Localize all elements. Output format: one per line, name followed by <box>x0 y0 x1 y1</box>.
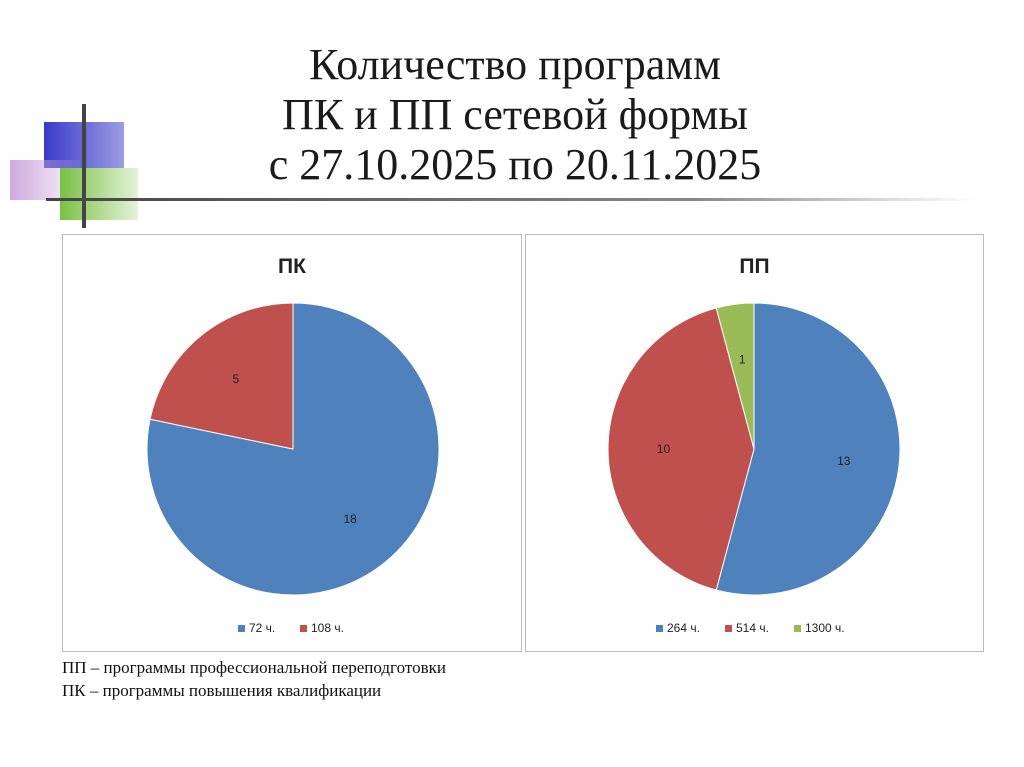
chart-pp: ПП 13 10 1 264 ч. 514 ч. 1300 ч. <box>525 234 984 652</box>
page-title-line-3: с 27.10.2025 по 20.11.2025 <box>268 140 762 189</box>
chart-pp-legend-swatch-1 <box>725 625 732 632</box>
chart-pk-legend-label-1: 108 ч. <box>311 621 344 635</box>
chart-pk-data-label-1: 5 <box>233 372 240 386</box>
chart-pp-legend-label-1: 514 ч. <box>736 621 769 635</box>
chart-pk-legend-label-0: 72 ч. <box>249 621 275 635</box>
footnotes: ПП – программы профессиональной переподг… <box>62 656 446 702</box>
chart-pp-svg: 13 10 1 264 ч. 514 ч. 1300 ч. <box>607 302 901 635</box>
page-title-line-1: Количество программ <box>309 40 721 89</box>
chart-pp-data-label-2: 1 <box>739 352 746 366</box>
vertical-rule <box>82 104 86 228</box>
page-title-line-2: ПК и ПП сетевой формы <box>282 90 748 139</box>
chart-pk: ПК 18 5 72 ч. 108 ч. <box>62 234 522 652</box>
decorative-squares <box>10 104 976 228</box>
chart-pk-slice-1 <box>149 302 294 450</box>
chart-pp-slice-0 <box>715 302 901 596</box>
chart-pp-data-label-1: 10 <box>657 442 671 456</box>
chart-pp-legend-swatch-0 <box>656 625 663 632</box>
horizontal-rule <box>46 198 976 201</box>
chart-pk-legend-swatch-0 <box>238 625 245 632</box>
chart-pp-legend-label-0: 264 ч. <box>667 621 700 635</box>
green-square <box>60 168 138 220</box>
chart-pp-data-label-0: 13 <box>837 454 851 468</box>
chart-pp-slice-1 <box>607 307 755 591</box>
chart-pk-svg: 18 5 72 ч. 108 ч. <box>146 302 440 635</box>
footnote-pk: ПК – программы повышения квалификации <box>62 681 382 700</box>
page-title: Количество программ ПК и ПП сетевой форм… <box>150 40 880 190</box>
chart-pp-legend-swatch-2 <box>794 625 801 632</box>
chart-pp-title: ПП <box>739 255 770 278</box>
chart-pk-legend-swatch-1 <box>300 625 307 632</box>
chart-pk-title: ПК <box>278 255 306 278</box>
chart-pp-legend-label-2: 1300 ч. <box>805 621 845 635</box>
chart-pk-data-label-0: 18 <box>343 512 357 526</box>
footnote-pp: ПП – программы профессиональной переподг… <box>62 658 446 677</box>
chart-pp-slice-2 <box>715 302 755 450</box>
